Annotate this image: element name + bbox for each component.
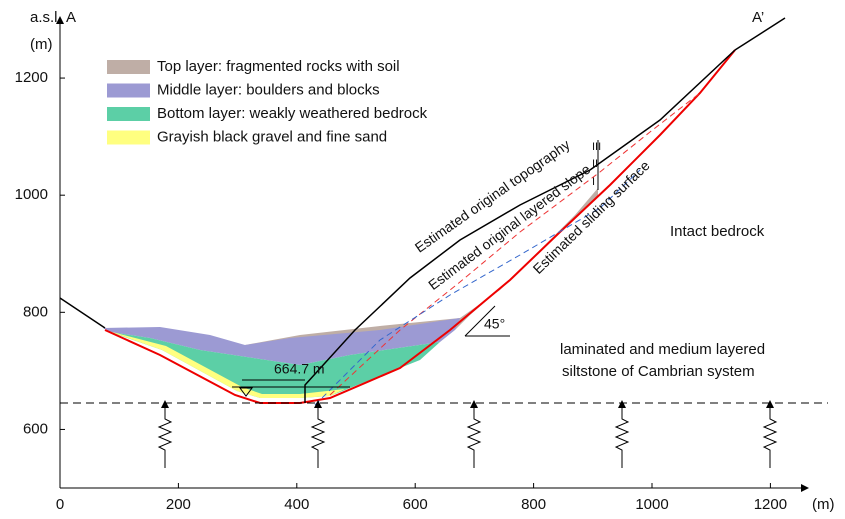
generated: 0 200 400 600 800 1000 1200 600 800 1000 1200 Top l…: [15, 58, 787, 513]
annotation: laminated and medium layered: [560, 341, 765, 358]
x-tick-label: 1000: [635, 496, 668, 513]
legend-label: Grayish black gravel and fine sand: [157, 128, 387, 145]
annotation: Intact bedrock: [670, 223, 765, 240]
annotation: siltstone of Cambrian system: [562, 363, 755, 380]
y-tick-label: 1000: [15, 186, 48, 203]
y-label: a.s.l: [30, 9, 58, 26]
ground-left: [60, 298, 105, 328]
annotation: 664.7 m: [274, 361, 325, 377]
section-end: A’: [752, 9, 764, 26]
legend-swatch: [107, 84, 150, 98]
legend-swatch: [107, 60, 150, 74]
y-tick-label: 600: [23, 420, 48, 437]
legend-swatch: [107, 107, 150, 121]
y-tick-label: 1200: [15, 69, 48, 86]
legend-label: Bottom layer: weakly weathered bedrock: [157, 105, 428, 122]
x-tick-label: 200: [166, 496, 191, 513]
x-label: (m): [812, 496, 835, 513]
legend-swatch: [107, 131, 150, 145]
legend-label: Middle layer: boulders and blocks: [157, 81, 380, 98]
y-label: (m): [30, 36, 53, 53]
section-start: A: [66, 9, 76, 26]
x-tick-label: 800: [521, 496, 546, 513]
annotation: III: [592, 141, 601, 153]
annotation: II: [592, 158, 598, 170]
legend-label: Top layer: fragmented rocks with soil: [157, 58, 400, 75]
x-tick-label: 0: [56, 496, 64, 513]
seismic-symbols: [159, 404, 776, 468]
y-tick-label: 800: [23, 303, 48, 320]
annotation: 45°: [484, 316, 505, 332]
annotation: I: [592, 176, 595, 188]
cross-section: a.s.l (m) (m) A A’ Estimated original to…: [0, 0, 845, 514]
x-tick-label: 1200: [754, 496, 787, 513]
x-tick-label: 600: [403, 496, 428, 513]
x-tick-label: 400: [284, 496, 309, 513]
